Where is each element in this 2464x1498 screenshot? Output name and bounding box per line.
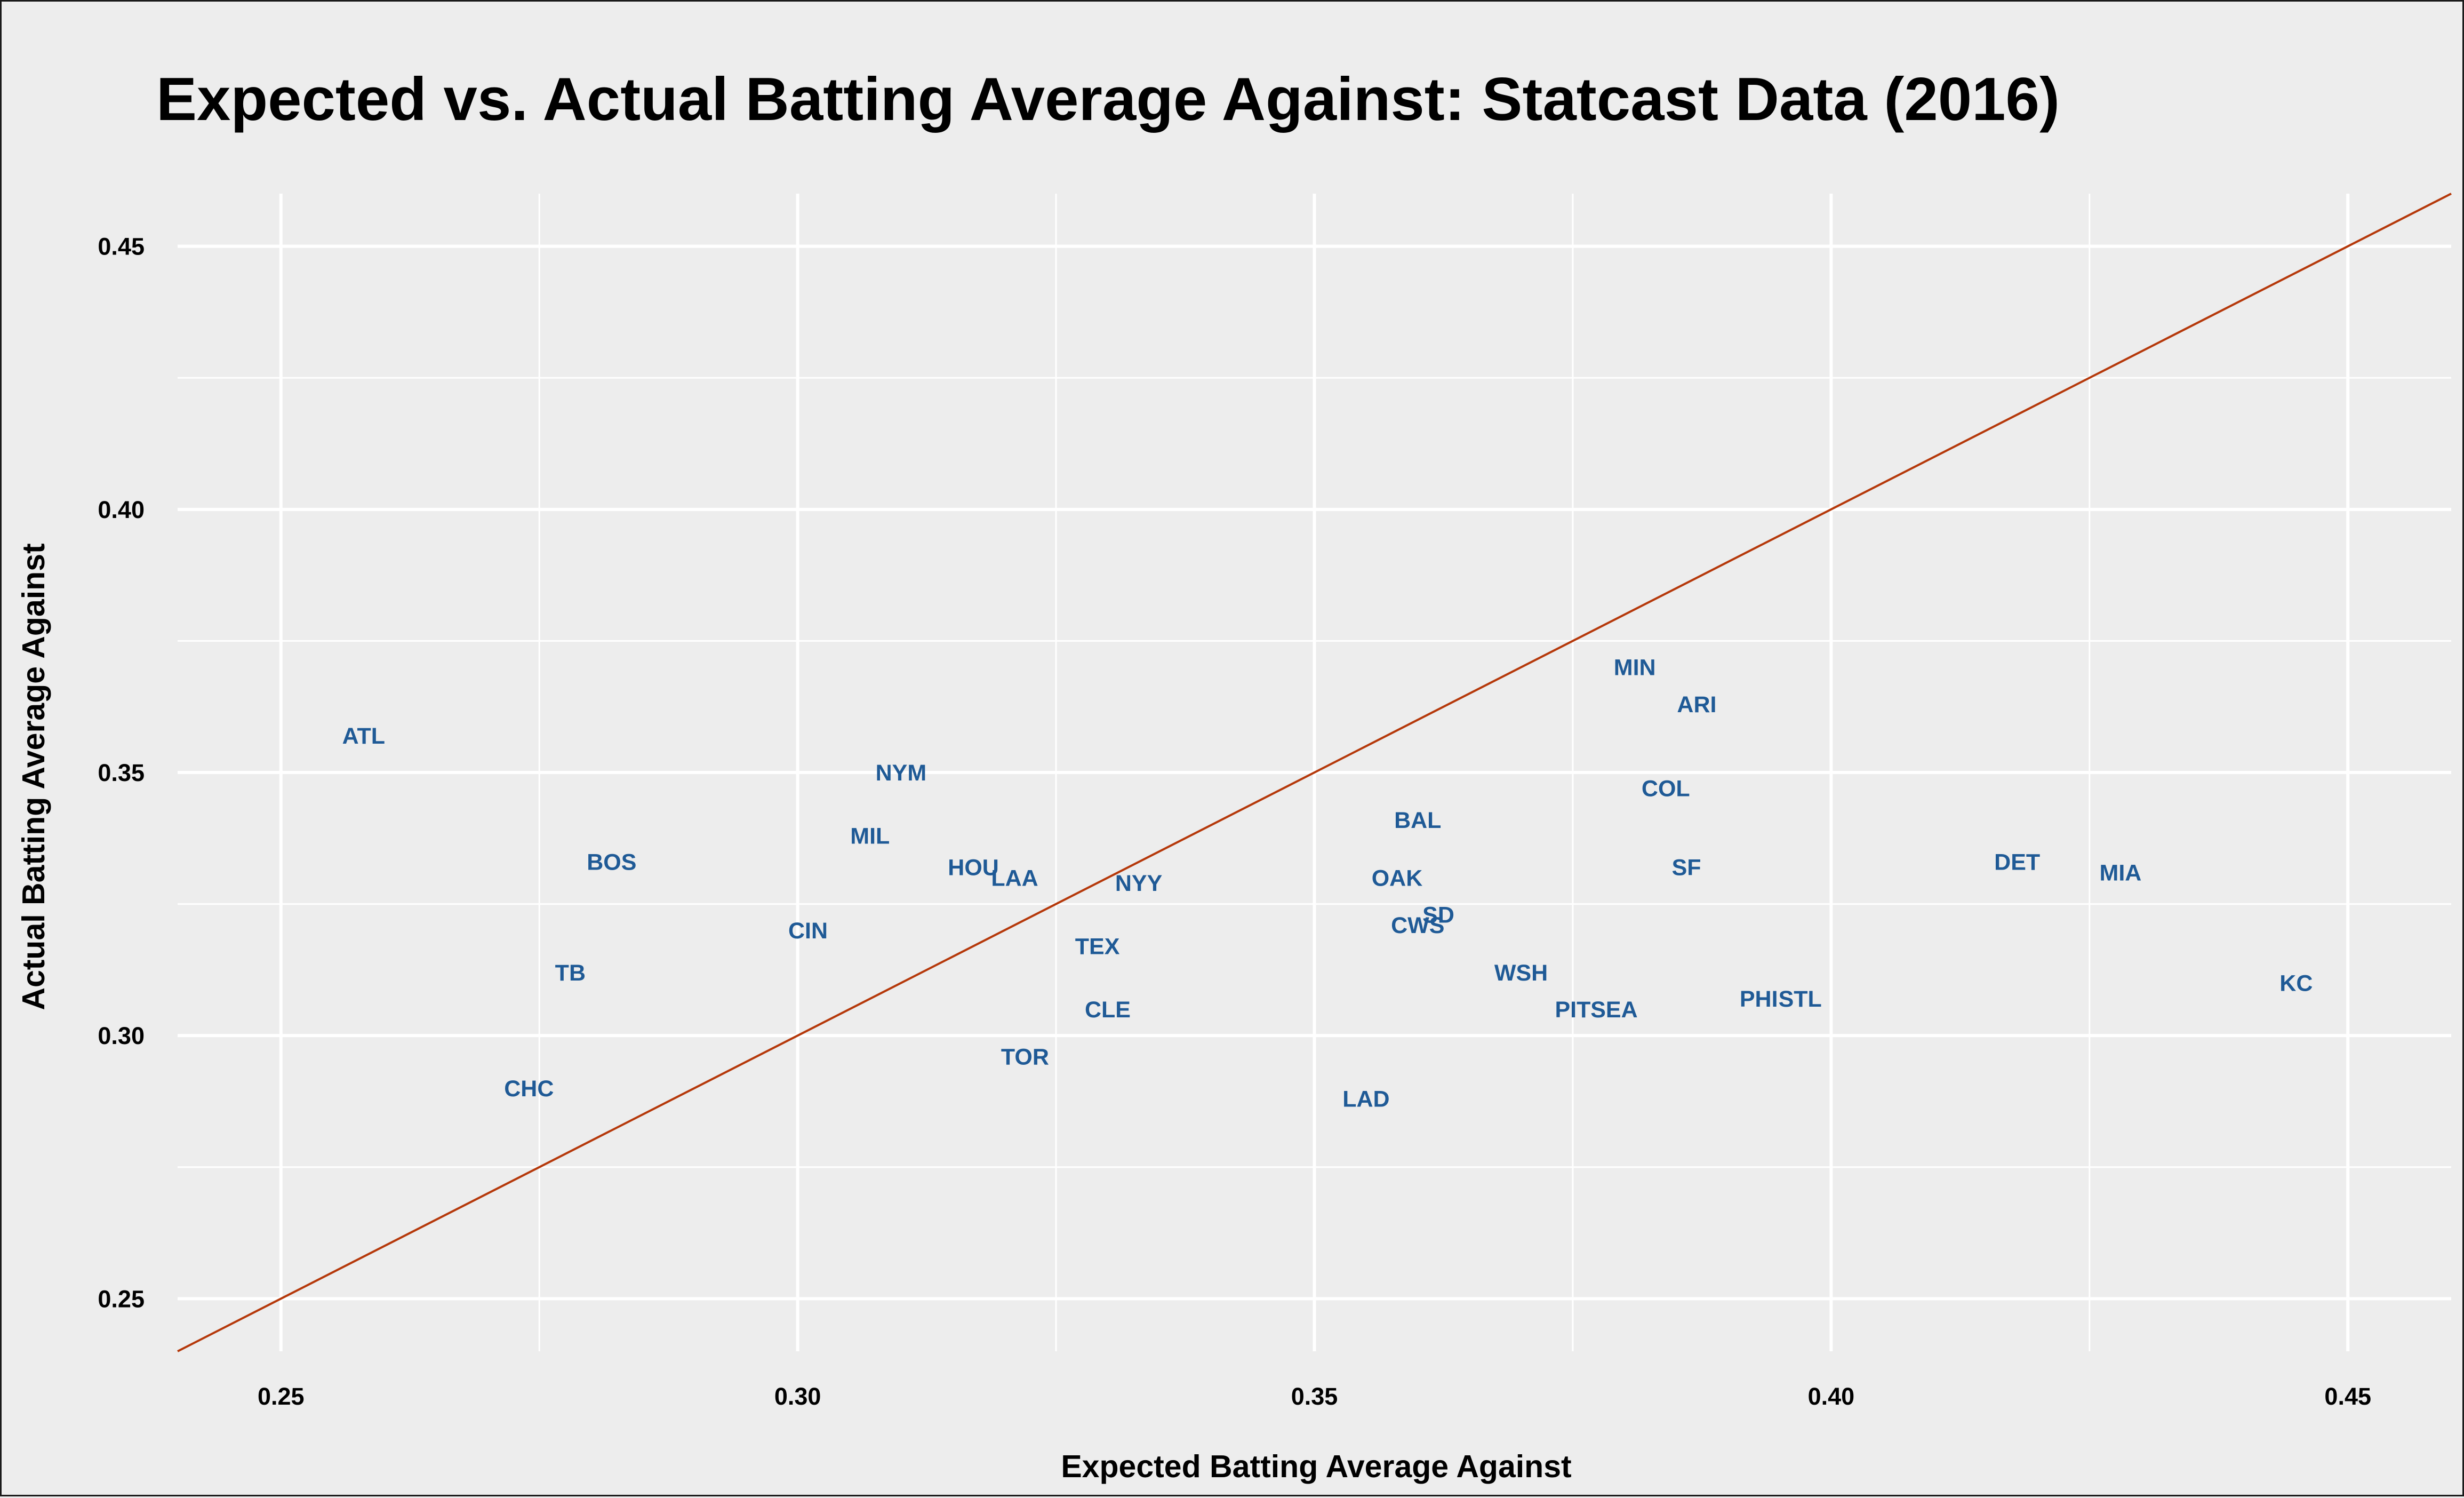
point-label: SEA [1590, 997, 1637, 1023]
point-label: OAK [1372, 865, 1423, 891]
point-label: CLE [1085, 997, 1131, 1023]
point-label: PIT [1555, 997, 1590, 1023]
chart-title: Expected vs. Actual Batting Average Agai… [156, 66, 2060, 133]
point-label: CHC [504, 1076, 554, 1102]
point-label: TOR [1001, 1045, 1049, 1070]
x-axis-title: Expected Batting Average Against [1061, 1449, 1572, 1484]
point-label: CIN [788, 918, 828, 944]
reference-line-layer [177, 193, 2452, 1352]
point-label: WSH [1494, 960, 1548, 986]
y-tick-label: 0.40 [98, 496, 145, 523]
x-tick-label: 0.40 [1808, 1383, 1855, 1410]
point-label: CWS [1391, 913, 1444, 938]
y-tick-label: 0.45 [98, 233, 145, 260]
x-tick-label: 0.45 [2324, 1383, 2371, 1410]
x-tick-label: 0.35 [1291, 1383, 1338, 1410]
y-tick-label: 0.25 [98, 1285, 145, 1312]
axis-tick-labels: 0.25 0.30 0.35 0.40 0.45 0.25 0.30 0.35 0.40 0.45 [98, 233, 2371, 1410]
point-label: BOS [587, 850, 636, 875]
reference-line [177, 193, 2452, 1352]
y-tick-label: 0.30 [98, 1022, 145, 1049]
point-label: NYY [1115, 871, 1162, 896]
point-label: ARI [1677, 692, 1716, 718]
point-label: LAD [1342, 1087, 1389, 1112]
point-label: HOU [948, 855, 999, 881]
point-label: SD [1422, 902, 1454, 928]
point-label: BAL [1394, 808, 1441, 833]
y-axis-title: Actual Batting Average Against [16, 543, 51, 1010]
point-label: SF [1672, 855, 1701, 881]
point-label: ATL [342, 723, 385, 749]
point-label: COL [1642, 776, 1690, 802]
point-label: TEX [1075, 934, 1120, 960]
y-tick-label: 0.35 [98, 759, 145, 786]
point-label: LAA [991, 865, 1038, 891]
point-label: MIL [850, 823, 890, 849]
x-tick-label: 0.30 [774, 1383, 821, 1410]
point-label: KC [2279, 971, 2313, 997]
point-label: MIN [1614, 655, 1656, 681]
point-label: NYM [876, 760, 927, 786]
point-label: DET [1994, 850, 2040, 875]
point-label: TB [555, 960, 586, 986]
x-tick-label: 0.25 [258, 1383, 305, 1410]
point-label: STL [1779, 986, 1822, 1012]
point-label: MIA [2100, 860, 2142, 886]
point-label: PHI [1740, 986, 1778, 1012]
